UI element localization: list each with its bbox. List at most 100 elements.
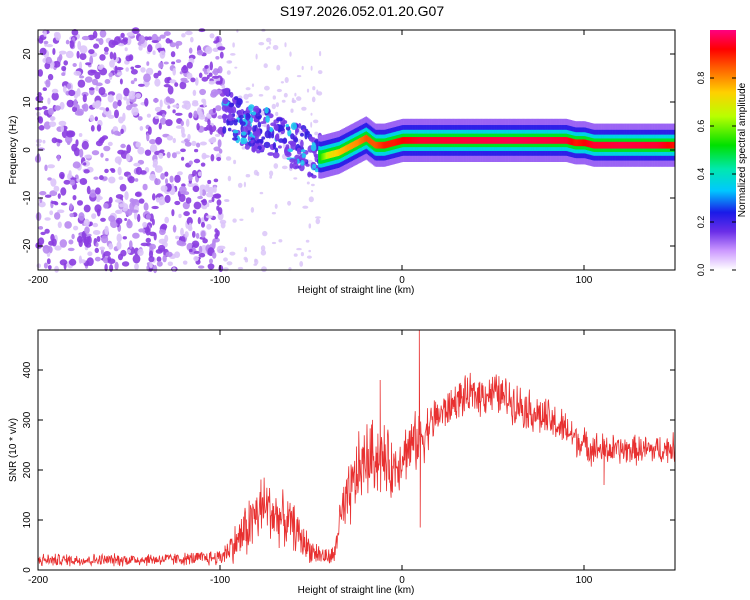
spectrogram-noise-blob: [78, 255, 82, 264]
spectrogram-noise-blob: [57, 154, 61, 162]
spectrogram-signal-blob: [314, 168, 319, 173]
spectrogram-noise-blob: [171, 152, 177, 159]
spectrogram-noise-blob: [86, 233, 92, 237]
spectrogram-noise-blob: [77, 40, 82, 50]
spectrogram-signal-blob: [292, 162, 299, 170]
spectrogram-noise-blob: [163, 61, 169, 65]
spectrogram-noise-blob: [53, 185, 60, 192]
spectrogram-noise-blob: [216, 156, 222, 162]
spectrogram-noise-blob: [69, 40, 75, 49]
spectrogram-ridge-cell: [327, 151, 329, 159]
spectrogram-ridge-cell: [457, 137, 459, 144]
spectrogram-noise-blob: [197, 217, 201, 225]
spectrogram-signal-blob: [240, 109, 245, 116]
spectrogram-ridge-cell: [454, 137, 457, 144]
spectrogram-signal-blob: [278, 124, 282, 132]
spectrogram-ridge-cell: [655, 141, 658, 149]
spectrogram-noise-blob: [104, 51, 109, 55]
spectrogram-noise-blob: [127, 218, 131, 226]
spectrogram-noise-blob: [109, 51, 114, 60]
spectrogram-noise-blob: [90, 69, 97, 74]
spectrogram-ridge-cell: [561, 137, 564, 144]
spectrogram-noise-blob: [115, 93, 123, 102]
spectrogram-y-label: Frequency (Hz): [8, 116, 19, 185]
spectrogram-noise-blob: [187, 182, 194, 187]
spectrogram-noise-blob: [223, 199, 230, 202]
spectrogram-ridge-cell: [538, 137, 541, 144]
spectrogram-noise-blob: [208, 199, 213, 203]
spectrogram-noise-blob: [120, 32, 125, 39]
spectrogram-ridge-cell: [418, 137, 421, 144]
spectrogram-noise-blob: [125, 105, 132, 111]
spectrogram-noise-blob: [159, 50, 166, 59]
spectrogram-noise-blob: [195, 232, 200, 239]
spectrogram-noise-blob: [103, 145, 111, 152]
spectrogram-noise-blob: [88, 87, 95, 91]
spectrogram-noise-blob: [149, 173, 157, 181]
spectrogram-noise-blob: [104, 263, 108, 272]
spectrogram-noise-blob: [215, 56, 220, 60]
spectrogram-ridge-cell: [449, 137, 452, 144]
spectrogram-noise-blob: [54, 265, 59, 273]
spectrogram-noise-blob: [89, 55, 94, 65]
spectrogram-noise-blob: [49, 190, 58, 197]
spectrogram-noise-blob: [95, 140, 103, 147]
spectrogram-ridge-cell: [654, 141, 657, 149]
spectrogram-noise-blob: [160, 185, 168, 192]
spectrogram-signal-blob: [228, 102, 235, 108]
spectrogram-ridge-cell: [365, 134, 367, 142]
spectrogram-noise-blob: [182, 64, 187, 71]
spectrogram-ridge-cell: [421, 137, 424, 144]
spectrogram-noise-blob: [198, 265, 205, 269]
spectrogram-ridge-cell: [352, 141, 355, 149]
spectrogram-ridge-cell: [598, 141, 601, 149]
spectrogram-noise-blob: [245, 174, 251, 178]
spectrogram-noise-blob: [160, 173, 166, 180]
spectrogram-noise-blob: [92, 30, 98, 39]
spectrogram-noise-blob: [269, 170, 274, 177]
spectrogram-noise-blob: [134, 178, 139, 182]
spectrogram-ridge-cell: [634, 141, 636, 149]
spectrogram-noise-blob: [74, 110, 83, 116]
spectrogram-ridge-cell: [459, 137, 462, 144]
spectrogram-noise-blob: [115, 209, 121, 214]
spectrogram-noise-blob: [100, 152, 104, 158]
spectrogram-noise-blob: [311, 190, 314, 193]
spectrogram-ridge-cell: [350, 142, 352, 150]
spectrogram-noise-blob: [43, 121, 51, 130]
spectrogram-ridge-cell: [604, 141, 607, 149]
spectrogram-noise-blob: [186, 72, 193, 80]
spectrogram-ridge-cell: [319, 153, 322, 161]
spectrogram-ridge-cell: [496, 137, 499, 144]
spectrogram-noise-blob: [119, 78, 123, 85]
spectrogram-y-tick-label: 0: [22, 147, 33, 153]
spectrogram-ridge-cell: [474, 137, 477, 144]
spectrogram-ridge-cell: [322, 153, 324, 161]
spectrogram-ridge-cell: [436, 137, 439, 144]
spectrogram-noise-blob: [78, 133, 83, 137]
spectrogram-noise-blob: [179, 81, 187, 90]
spectrogram-noise-blob: [181, 126, 185, 136]
spectrogram-noise-blob: [57, 221, 62, 229]
spectrogram-noise-blob: [315, 218, 321, 225]
spectrogram-ridge-cell: [425, 137, 427, 144]
spectrogram-signal-blob: [234, 96, 239, 101]
spectrogram-noise-blob: [226, 261, 233, 266]
spectrogram-ridge-cell: [617, 141, 620, 149]
spectrogram-ridge-cell: [420, 137, 422, 144]
spectrogram-noise-blob: [193, 158, 201, 164]
spectrogram-noise-blob: [114, 261, 119, 270]
spectrogram-noise-blob: [68, 239, 74, 245]
spectrogram-noise-blob: [146, 132, 150, 142]
spectrogram-ridge-cell: [626, 141, 629, 149]
spectrogram-noise-blob: [158, 244, 166, 252]
spectrogram-ridge-cell: [666, 141, 668, 149]
spectrogram-noise-blob: [119, 183, 127, 192]
spectrogram-noise-blob: [79, 178, 88, 185]
spectrogram-noise-blob: [68, 258, 77, 266]
spectrogram-signal-blob: [289, 162, 294, 169]
spectrogram-ridge-cell: [610, 141, 612, 149]
spectrogram-ridge-cell: [522, 137, 524, 144]
spectrogram-noise-blob: [100, 217, 106, 222]
spectrogram-ridge-cell: [359, 138, 361, 145]
